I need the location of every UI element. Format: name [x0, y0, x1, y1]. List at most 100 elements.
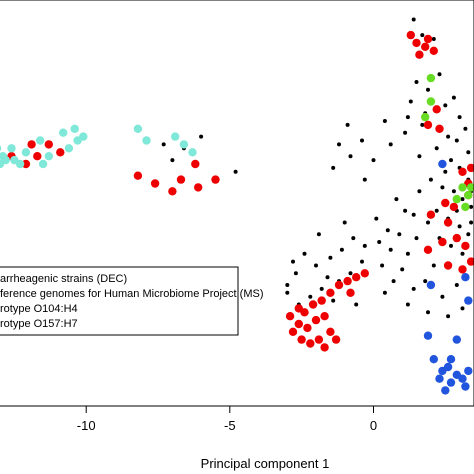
data-point-series-2-6 — [21, 148, 31, 157]
data-point-series-0-56 — [293, 271, 298, 276]
data-point-series-0-6 — [408, 99, 413, 104]
data-point-series-1-28 — [334, 280, 344, 290]
data-point-series-0-14 — [454, 138, 459, 143]
data-point-series-0-48 — [388, 247, 393, 252]
data-point-series-1-15 — [452, 233, 461, 243]
data-point-series-1-27 — [346, 288, 355, 297]
data-point-series-0-93 — [374, 216, 379, 221]
data-point-series-0-22 — [360, 138, 364, 143]
data-point-series-0-52 — [339, 247, 344, 252]
data-point-series-1-18 — [426, 210, 436, 219]
x-tick-label-2: 0 — [370, 418, 377, 433]
data-point-series-1-54 — [168, 187, 177, 196]
data-points — [0, 17, 474, 395]
data-point-series-4-4 — [452, 335, 461, 344]
data-point-series-0-21 — [348, 154, 353, 159]
data-point-series-1-42 — [320, 343, 329, 352]
data-point-series-1-58 — [194, 183, 203, 192]
data-point-series-4-16 — [446, 355, 456, 364]
data-point-series-0-35 — [460, 197, 465, 202]
data-point-series-1-49 — [44, 140, 53, 149]
data-point-series-1-53 — [150, 179, 160, 188]
data-point-series-1-21 — [458, 265, 467, 274]
data-point-series-1-4 — [423, 34, 433, 44]
data-point-series-0-75 — [394, 197, 399, 202]
data-point-series-1-47 — [21, 159, 31, 169]
data-point-series-4-14 — [441, 386, 450, 395]
data-point-series-0-28 — [161, 142, 166, 147]
data-point-series-0-44 — [460, 251, 465, 256]
data-point-series-0-33 — [440, 185, 445, 190]
data-point-series-4-11 — [435, 374, 444, 383]
data-point-series-0-39 — [457, 224, 462, 229]
data-point-series-0-4 — [426, 87, 430, 92]
data-point-series-2-21 — [38, 159, 48, 169]
data-point-series-1-29 — [326, 288, 335, 297]
data-point-series-0-54 — [314, 263, 318, 268]
data-point-series-1-14 — [443, 218, 453, 227]
data-point-series-3-2 — [421, 112, 430, 122]
data-point-series-0-0 — [411, 17, 416, 22]
data-point-series-1-35 — [303, 323, 312, 333]
data-point-series-0-51 — [351, 236, 356, 241]
data-point-series-0-63 — [348, 271, 353, 276]
data-point-series-1-5 — [429, 46, 438, 55]
data-point-series-1-40 — [297, 335, 306, 344]
data-point-series-1-2 — [421, 42, 430, 51]
data-point-series-0-88 — [426, 310, 430, 315]
legend-entry-o104h4: rotype O104:H4 — [0, 303, 78, 315]
data-point-series-0-26 — [388, 142, 393, 147]
data-point-series-1-19 — [423, 245, 433, 254]
data-point-series-1-12 — [441, 198, 450, 208]
data-point-series-1-36 — [311, 315, 321, 325]
data-point-series-0-8 — [443, 103, 448, 108]
data-point-series-1-41 — [306, 339, 315, 348]
data-point-series-0-27 — [382, 119, 387, 123]
data-point-series-1-9 — [458, 167, 467, 176]
data-point-series-1-31 — [308, 300, 318, 309]
data-point-series-1-57 — [211, 175, 220, 184]
data-point-series-4-6 — [429, 355, 438, 364]
x-tick-label-0: -10 — [77, 418, 96, 433]
data-point-series-2-14 — [133, 124, 143, 133]
data-point-series-1-51 — [27, 140, 36, 149]
data-point-series-2-13 — [79, 132, 88, 141]
data-point-series-1-48 — [33, 152, 42, 161]
data-point-series-0-20 — [337, 142, 341, 147]
data-point-series-1-0 — [406, 30, 415, 40]
data-point-series-4-5 — [423, 331, 433, 340]
data-point-series-2-7 — [36, 136, 45, 145]
data-point-series-2-8 — [44, 152, 53, 161]
data-point-series-0-30 — [170, 158, 175, 163]
data-point-series-0-37 — [434, 208, 439, 213]
x-axis-title: Principal component 1 — [201, 456, 330, 471]
data-point-series-2-20 — [0, 145, 2, 152]
data-point-series-0-36 — [469, 204, 474, 209]
data-point-series-0-12 — [457, 115, 462, 120]
data-point-series-0-46 — [405, 251, 410, 256]
data-point-series-2-16 — [179, 140, 189, 149]
data-point-series-0-2 — [431, 37, 436, 41]
data-point-series-0-70 — [431, 263, 436, 268]
data-point-series-4-3 — [464, 296, 473, 305]
data-point-series-1-30 — [317, 296, 326, 305]
data-point-series-0-25 — [403, 130, 408, 135]
data-point-series-3-5 — [461, 202, 470, 212]
data-point-series-1-11 — [466, 163, 474, 173]
data-point-series-0-89 — [446, 314, 451, 319]
data-point-series-0-84 — [331, 298, 336, 303]
data-point-series-2-9 — [59, 128, 68, 137]
data-point-series-0-24 — [331, 165, 336, 170]
data-point-series-0-65 — [380, 263, 385, 268]
data-point-series-2-3 — [7, 144, 16, 153]
data-point-series-1-43 — [331, 335, 341, 344]
data-point-series-0-98 — [417, 154, 422, 159]
data-point-series-0-59 — [308, 294, 313, 299]
data-point-series-1-17 — [438, 237, 447, 247]
data-point-series-0-72 — [454, 283, 459, 287]
data-point-series-1-34 — [288, 327, 298, 336]
data-point-series-2-15 — [142, 136, 151, 145]
data-point-series-2-18 — [171, 132, 180, 141]
data-point-series-1-24 — [360, 269, 369, 278]
